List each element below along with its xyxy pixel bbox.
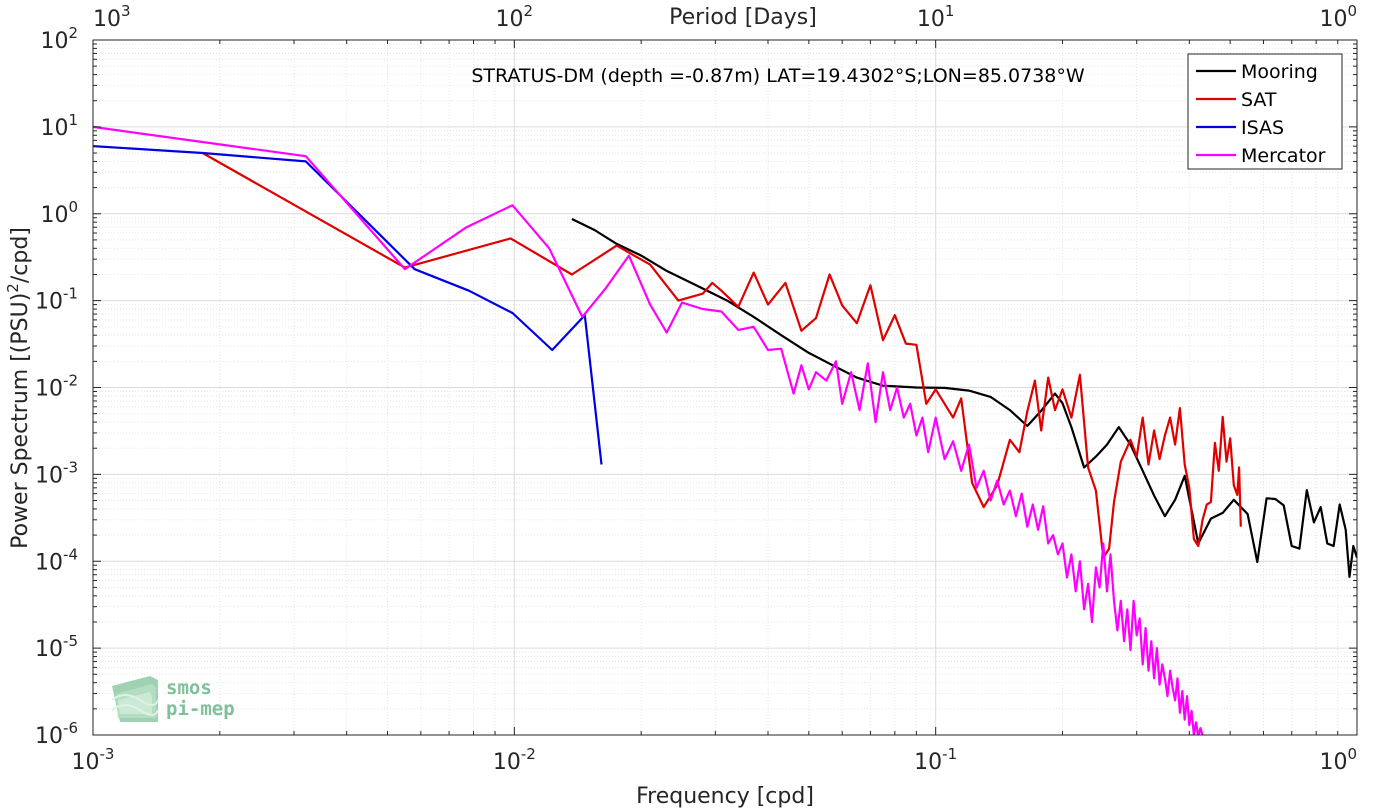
x-tick-label: 100	[1319, 745, 1357, 775]
minor-grid	[93, 40, 1357, 735]
tick-marks	[92, 39, 1358, 736]
y-tick-label: 10-4	[35, 545, 78, 575]
y-tick-label: 10-1	[35, 285, 78, 315]
series-layer	[93, 125, 1357, 735]
legend-label-sat: SAT	[1241, 89, 1277, 111]
top-tick-label: 100	[1319, 2, 1357, 32]
chart-annotation: STRATUS-DM (depth =-0.87m) LAT=19.4302°S…	[471, 65, 1085, 87]
y-axis-label: Power Spectrum [(PSU)2/cpd]	[4, 227, 33, 549]
logo-text-pi-mep: pi-mep	[166, 698, 235, 720]
y-tick-label: 10-3	[35, 458, 78, 488]
top-tick-label: 103	[93, 2, 131, 32]
series-line-mercator	[93, 125, 1204, 735]
top-axis-label: Period [Days]	[669, 5, 817, 30]
x-tick-label: 10-3	[72, 745, 115, 775]
y-tick-label: 10-6	[35, 719, 78, 749]
series-line-mooring	[571, 218, 1357, 578]
logo-text-smos: smos	[166, 677, 212, 699]
y-tick-label: 10-5	[35, 632, 78, 662]
legend-label-mercator: Mercator	[1241, 145, 1326, 167]
series-line-sat	[202, 152, 1242, 559]
y-tick-label: 10-2	[35, 372, 78, 402]
legend-box	[1187, 53, 1343, 170]
y-tick-label: 100	[40, 198, 78, 228]
logo-waves-icon	[111, 676, 159, 722]
x-axis-label: Frequency [cpd]	[636, 784, 814, 809]
x-tick-label: 10-1	[914, 745, 957, 775]
top-tick-label: 101	[917, 2, 955, 32]
y-tick-label: 101	[40, 111, 78, 141]
legend-label-mooring: Mooring	[1241, 61, 1318, 83]
tick-labels: 10-3 10-2 10-1 100 103 102 101 100 10-6 10-5 10-4 1…	[35, 2, 1357, 775]
legend-label-isas: ISAS	[1241, 117, 1284, 139]
series-line-isas	[93, 145, 603, 465]
smos-pi-mep-logo: smos pi-mep	[111, 676, 235, 722]
legend: Mooring SAT ISAS Mercator	[1187, 53, 1343, 170]
y-tick-label: 102	[40, 24, 78, 54]
top-tick-label: 102	[496, 2, 534, 32]
x-tick-label: 10-2	[493, 745, 536, 775]
